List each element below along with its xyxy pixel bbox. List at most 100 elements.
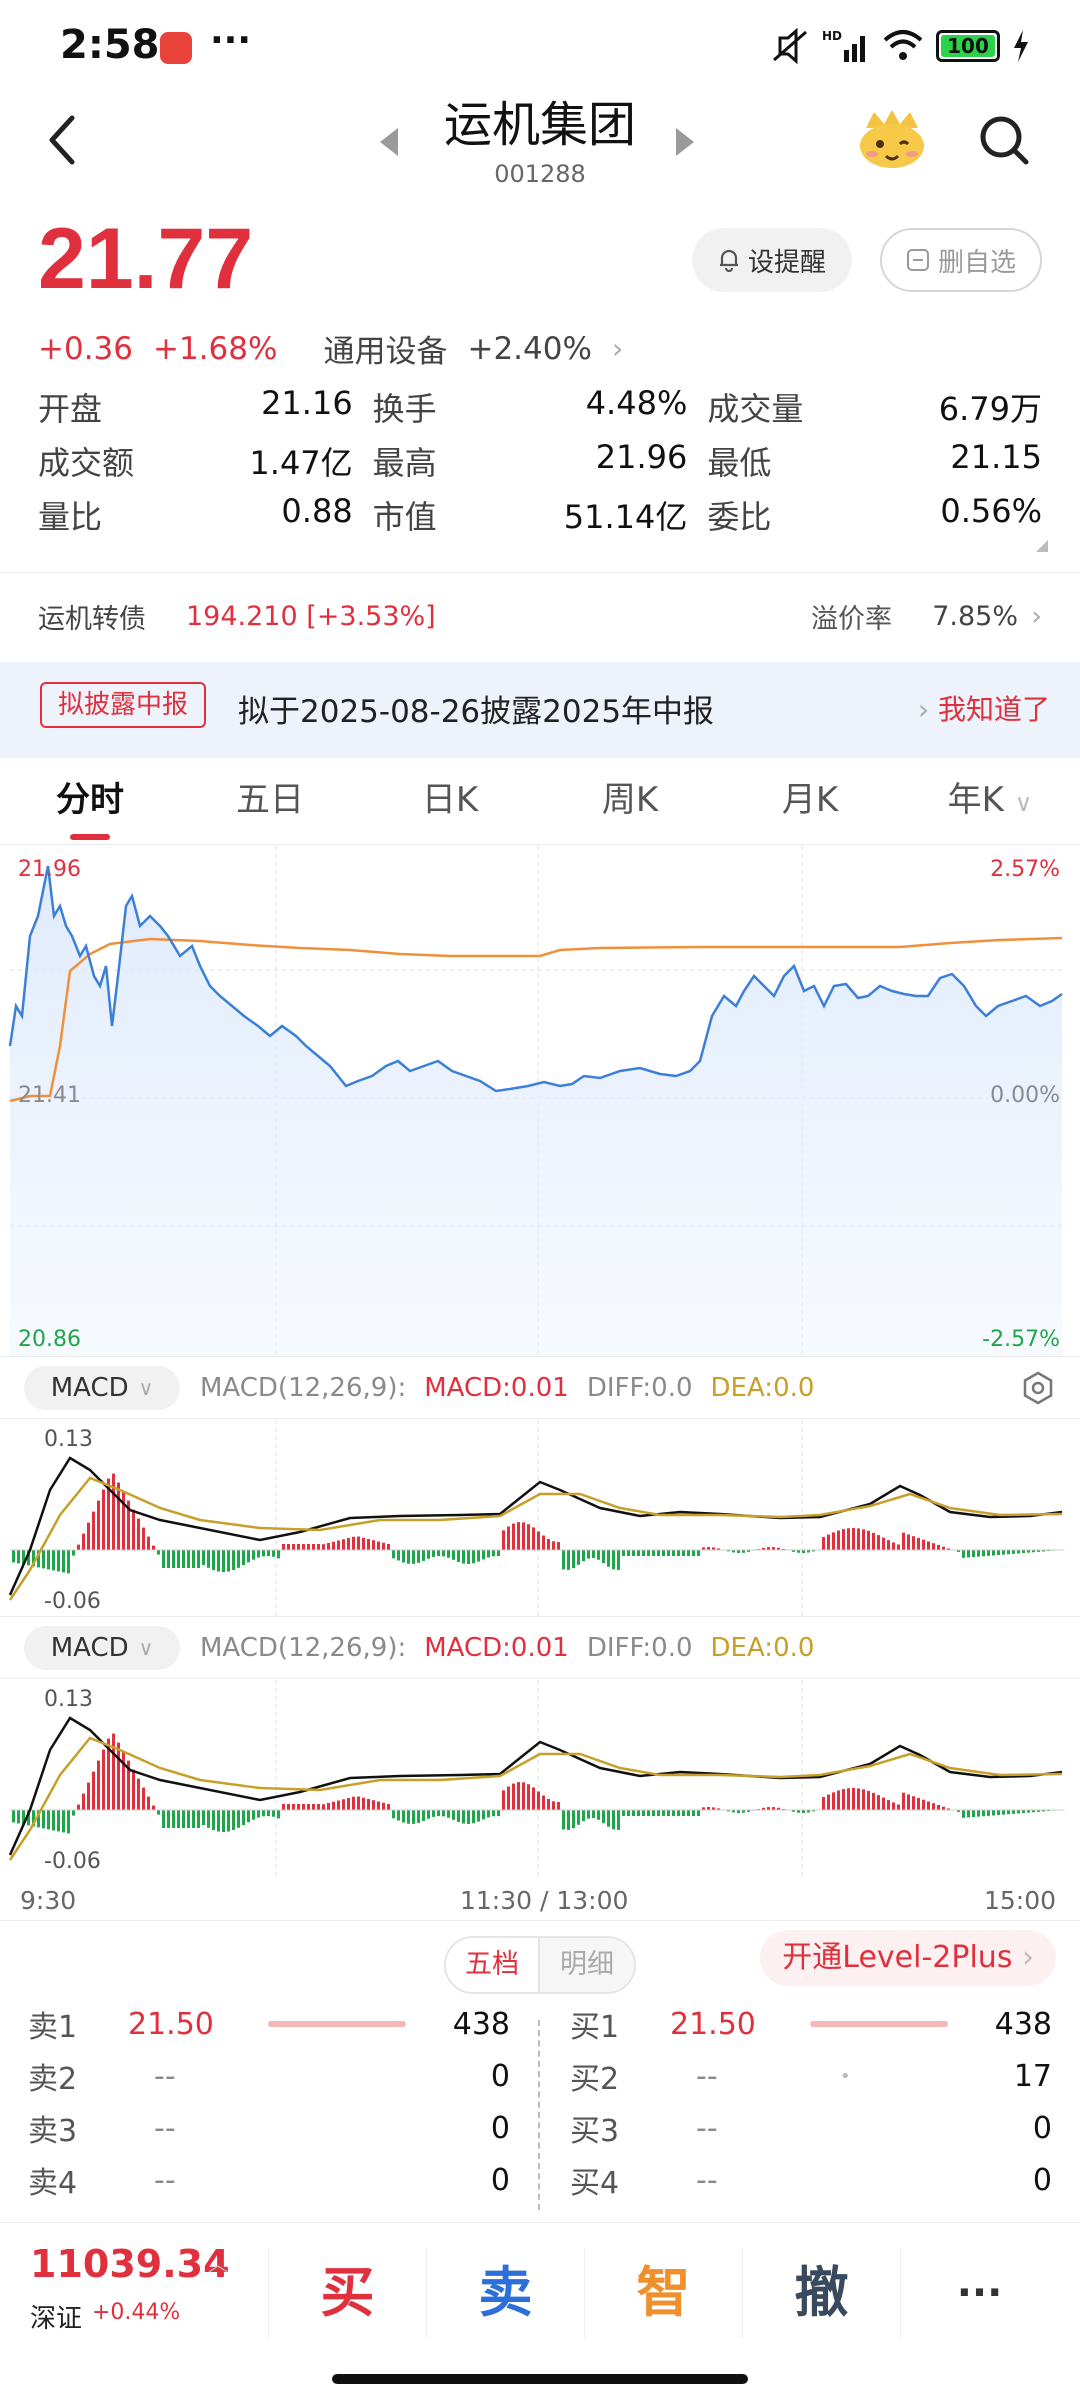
macd-bar xyxy=(132,1769,135,1810)
tab-daily-k[interactable]: 日K xyxy=(421,780,479,820)
macd-bar xyxy=(822,1797,825,1810)
macd-params: MACD(12,26,9): xyxy=(200,1373,407,1403)
macd-min-label: -0.06 xyxy=(44,1589,101,1614)
macd-bar xyxy=(497,1550,500,1557)
search-icon[interactable] xyxy=(976,112,1032,168)
macd-bar xyxy=(642,1810,645,1816)
indicator-selector[interactable]: MACD ∨ xyxy=(24,1626,180,1670)
macd-bar xyxy=(117,1482,120,1550)
index-value[interactable]: 11039.34 xyxy=(30,2242,230,2286)
macd-bar xyxy=(512,1783,515,1810)
macd-bar xyxy=(62,1810,65,1833)
divider xyxy=(0,572,1080,573)
back-icon[interactable] xyxy=(40,110,84,170)
macd-bar xyxy=(357,1536,360,1550)
quote-label: 量比 xyxy=(38,498,103,536)
macd-bar xyxy=(537,1531,540,1550)
macd-bar xyxy=(87,1782,90,1810)
cancel-order-button[interactable]: 撤 xyxy=(742,2248,900,2338)
macd-bar xyxy=(347,1538,350,1550)
tab-five-day[interactable]: 五日 xyxy=(236,780,304,820)
macd-bar xyxy=(632,1550,635,1556)
macd-bar xyxy=(222,1550,225,1572)
tab-trade-details[interactable]: 明细 xyxy=(540,1938,634,1992)
macd-bar xyxy=(607,1810,610,1827)
macd-bar xyxy=(262,1810,265,1817)
macd-bar xyxy=(307,1544,310,1550)
macd-bar xyxy=(352,1536,355,1550)
intraday-price-chart[interactable]: 21.96 21.41 20.86 2.57% 0.00% -2.57% xyxy=(0,846,1080,1356)
diff-value: DIFF:0.0 xyxy=(586,1633,693,1663)
macd-bar xyxy=(1032,1810,1035,1813)
mascot-icon[interactable] xyxy=(856,108,928,170)
buy-button[interactable]: 买 xyxy=(268,2248,426,2338)
macd-chart[interactable]: 0.13 -0.06 xyxy=(0,1420,1080,1616)
macd-bar xyxy=(647,1810,650,1816)
sell-row: 卖3 -- 0 xyxy=(28,2102,510,2154)
orderbook-segmented-control: 五档 明细 xyxy=(444,1936,636,1994)
macd-bar xyxy=(197,1810,200,1828)
macd-bar xyxy=(977,1810,980,1817)
tab-weekly-k[interactable]: 周K xyxy=(601,780,659,820)
remove-watchlist-button[interactable]: 删自选 xyxy=(880,228,1042,292)
price-high-label: 21.96 xyxy=(18,857,81,882)
macd-bar xyxy=(462,1810,465,1824)
smart-button[interactable]: 智 xyxy=(584,2248,742,2338)
macd-bar xyxy=(867,1530,870,1550)
macd-bar xyxy=(312,1544,315,1550)
macd-bar xyxy=(882,1537,885,1550)
dismiss-banner-button[interactable]: › 我知道了 xyxy=(918,688,1050,728)
macd-bar xyxy=(322,1804,325,1810)
macd-bar xyxy=(872,1532,875,1550)
tab-yearly-k[interactable]: 年K ∨ xyxy=(900,772,1080,844)
tab-intraday[interactable]: 分时 xyxy=(0,772,180,844)
macd-bar xyxy=(222,1810,225,1832)
macd-bar xyxy=(187,1810,190,1828)
macd-bar xyxy=(507,1526,510,1550)
convertible-bond-row[interactable]: 运机转债 194.210 [+3.53%] 溢价率 7.85% › xyxy=(38,596,1042,636)
dea-value: DEA:0.0 xyxy=(710,1373,815,1403)
sell-volume: 438 xyxy=(452,2006,510,2042)
macd-bar xyxy=(532,1787,535,1810)
tab-five-levels[interactable]: 五档 xyxy=(446,1938,541,1992)
macd-chart[interactable]: 0.13 -0.06 xyxy=(0,1680,1080,1876)
macd-bar xyxy=(617,1810,620,1830)
time-end: 15:00 xyxy=(983,1886,1056,1915)
macd-bar xyxy=(392,1550,395,1559)
macd-bar xyxy=(397,1810,400,1821)
chevron-right-icon: › xyxy=(1022,1940,1034,1975)
level2-upgrade-button[interactable]: 开通Level-2Plus › xyxy=(760,1930,1056,1986)
macd-bar xyxy=(27,1550,30,1566)
macd-bar xyxy=(767,1547,770,1550)
indicator-selector[interactable]: MACD ∨ xyxy=(24,1366,180,1410)
tab-monthly-k[interactable]: 月K xyxy=(781,780,839,820)
chevron-right-icon: › xyxy=(917,693,938,726)
macd-bar xyxy=(272,1810,275,1817)
macd-bar xyxy=(977,1550,980,1557)
set-alert-button[interactable]: 设提醒 xyxy=(692,228,852,292)
macd-bar xyxy=(937,1544,940,1550)
macd-bar xyxy=(707,1547,710,1550)
macd-bar xyxy=(737,1810,740,1813)
macd-bar xyxy=(362,1797,365,1810)
settings-gear-icon[interactable] xyxy=(1020,1370,1056,1406)
macd-bar xyxy=(717,1808,720,1810)
buy-row: 买4 -- 0 xyxy=(570,2154,1052,2206)
change-row[interactable]: +0.36 +1.68% 通用设备 +2.40% › xyxy=(38,326,623,371)
macd-bar xyxy=(867,1790,870,1810)
macd-bar xyxy=(137,1518,140,1550)
next-stock-arrow-icon[interactable] xyxy=(676,128,694,156)
macd-bar xyxy=(52,1550,55,1571)
macd-bar xyxy=(897,1804,900,1810)
sell-price: -- xyxy=(154,2110,176,2146)
macd-bar xyxy=(137,1778,140,1810)
more-button[interactable]: ··· xyxy=(900,2248,1058,2338)
macd-bar xyxy=(827,1534,830,1550)
macd-bar xyxy=(1017,1550,1020,1554)
macd-bar xyxy=(822,1537,825,1550)
expand-corner-icon[interactable] xyxy=(1036,540,1048,552)
macd-bar xyxy=(1022,1550,1025,1554)
sell-button[interactable]: 卖 xyxy=(426,2248,584,2338)
macd-bar xyxy=(877,1795,880,1810)
prev-stock-arrow-icon[interactable] xyxy=(380,128,398,156)
